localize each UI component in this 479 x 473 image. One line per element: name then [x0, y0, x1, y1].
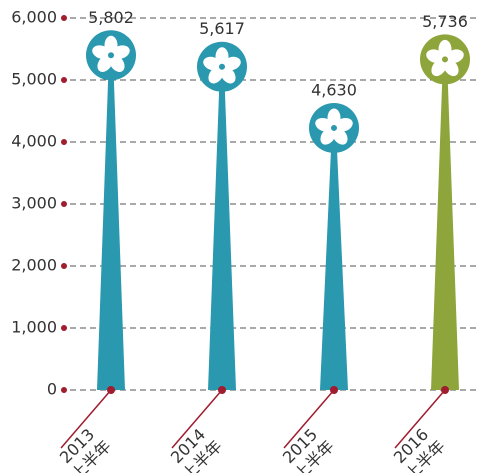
- flower-center: [442, 56, 448, 62]
- value-label: 4,630: [311, 80, 357, 99]
- flower-center: [108, 52, 114, 58]
- y-tick-label: 0: [47, 380, 57, 399]
- spike: [320, 128, 348, 390]
- tick-dot: [61, 201, 67, 207]
- tick-dot: [61, 15, 67, 21]
- y-tick-label: 2,000: [11, 256, 57, 275]
- y-tick-label: 4,000: [11, 132, 57, 151]
- chart: 0 1,000 2,000 3,000 4,000 5,000 6,000 5,802 2013…: [0, 0, 479, 473]
- x-tick-label: 2014上半年: [164, 422, 226, 473]
- spike: [431, 59, 459, 390]
- flower: [420, 34, 470, 84]
- flower: [86, 30, 136, 80]
- y-tick-label: 6,000: [11, 8, 57, 27]
- y-tick-label: 5,000: [11, 70, 57, 89]
- base-dot: [330, 386, 338, 394]
- base-dot: [218, 386, 226, 394]
- tick-dot: [61, 263, 67, 269]
- flower: [309, 103, 359, 153]
- x-tick-label: 2016上半年: [387, 422, 449, 473]
- x-tick-label: 2013上半年: [53, 422, 115, 473]
- spike: [208, 67, 236, 390]
- y-tick-label: 1,000: [11, 318, 57, 337]
- y-tick-label: 3,000: [11, 194, 57, 213]
- base-dot: [107, 386, 115, 394]
- base-dot: [441, 386, 449, 394]
- value-label: 5,736: [422, 12, 468, 31]
- value-label: 5,617: [199, 19, 245, 38]
- tick-dot: [61, 139, 67, 145]
- flower: [197, 42, 247, 92]
- spike: [97, 55, 125, 390]
- flower-center: [219, 64, 225, 70]
- tick-dot: [61, 325, 67, 331]
- value-label: 5,802: [88, 8, 134, 27]
- tick-dot: [61, 77, 67, 83]
- flower-center: [331, 125, 337, 131]
- tick-dot: [61, 387, 67, 393]
- x-tick-label: 2015上半年: [276, 422, 338, 473]
